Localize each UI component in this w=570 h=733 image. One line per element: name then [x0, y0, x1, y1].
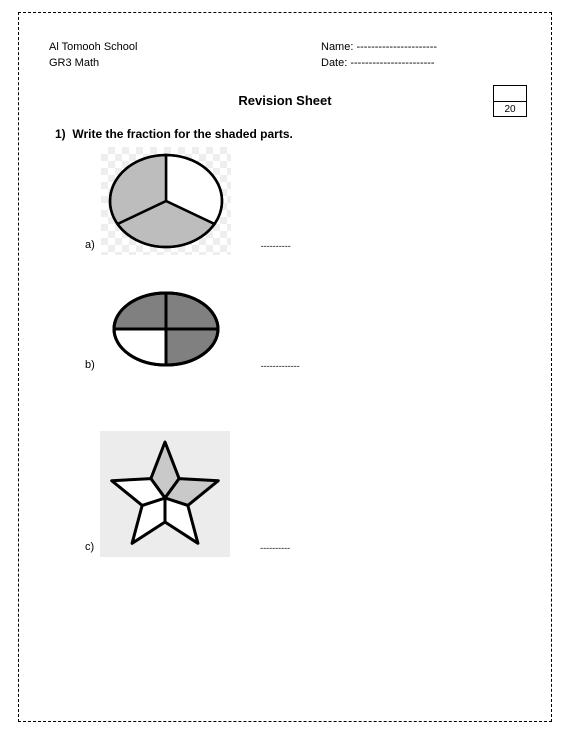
figure-wrap — [101, 283, 231, 375]
score-box: 20 — [493, 85, 527, 117]
question-text: Write the fraction for the shaded parts. — [72, 127, 292, 141]
sheet-title: Revision Sheet — [49, 93, 521, 108]
question-1: 1) Write the fraction for the shaded par… — [55, 127, 521, 141]
items-container: a) ---------- b) ------------- c) ---------- — [49, 147, 521, 557]
question-item: a) ---------- — [85, 147, 521, 255]
question-number: 1) — [55, 127, 66, 141]
fraction-figure — [100, 431, 230, 557]
figure-wrap — [101, 147, 231, 255]
name-field: Name: ---------------------- — [321, 41, 521, 53]
score-denominator: 20 — [493, 101, 527, 117]
item-label: a) — [85, 239, 95, 255]
figure-wrap — [100, 431, 230, 557]
school-name: Al Tomooh School — [49, 41, 289, 53]
answer-blank: ------------- — [261, 361, 300, 375]
item-label: c) — [85, 541, 94, 557]
answer-blank: ---------- — [261, 241, 291, 255]
answer-blank: ---------- — [260, 543, 290, 557]
fraction-figure — [101, 283, 231, 375]
score-numerator — [493, 85, 527, 101]
date-field: Date: ----------------------- — [321, 57, 521, 69]
header-row-2: GR3 Math Date: ----------------------- — [49, 57, 521, 69]
question-item: b) ------------- — [85, 283, 521, 375]
worksheet-page: Al Tomooh School Name: -----------------… — [18, 12, 552, 722]
header-row-1: Al Tomooh School Name: -----------------… — [49, 41, 521, 53]
course-name: GR3 Math — [49, 57, 289, 69]
item-label: b) — [85, 359, 95, 375]
title-row: Revision Sheet 20 — [49, 93, 521, 123]
question-item: c) ---------- — [85, 431, 521, 557]
fraction-figure — [101, 147, 231, 255]
